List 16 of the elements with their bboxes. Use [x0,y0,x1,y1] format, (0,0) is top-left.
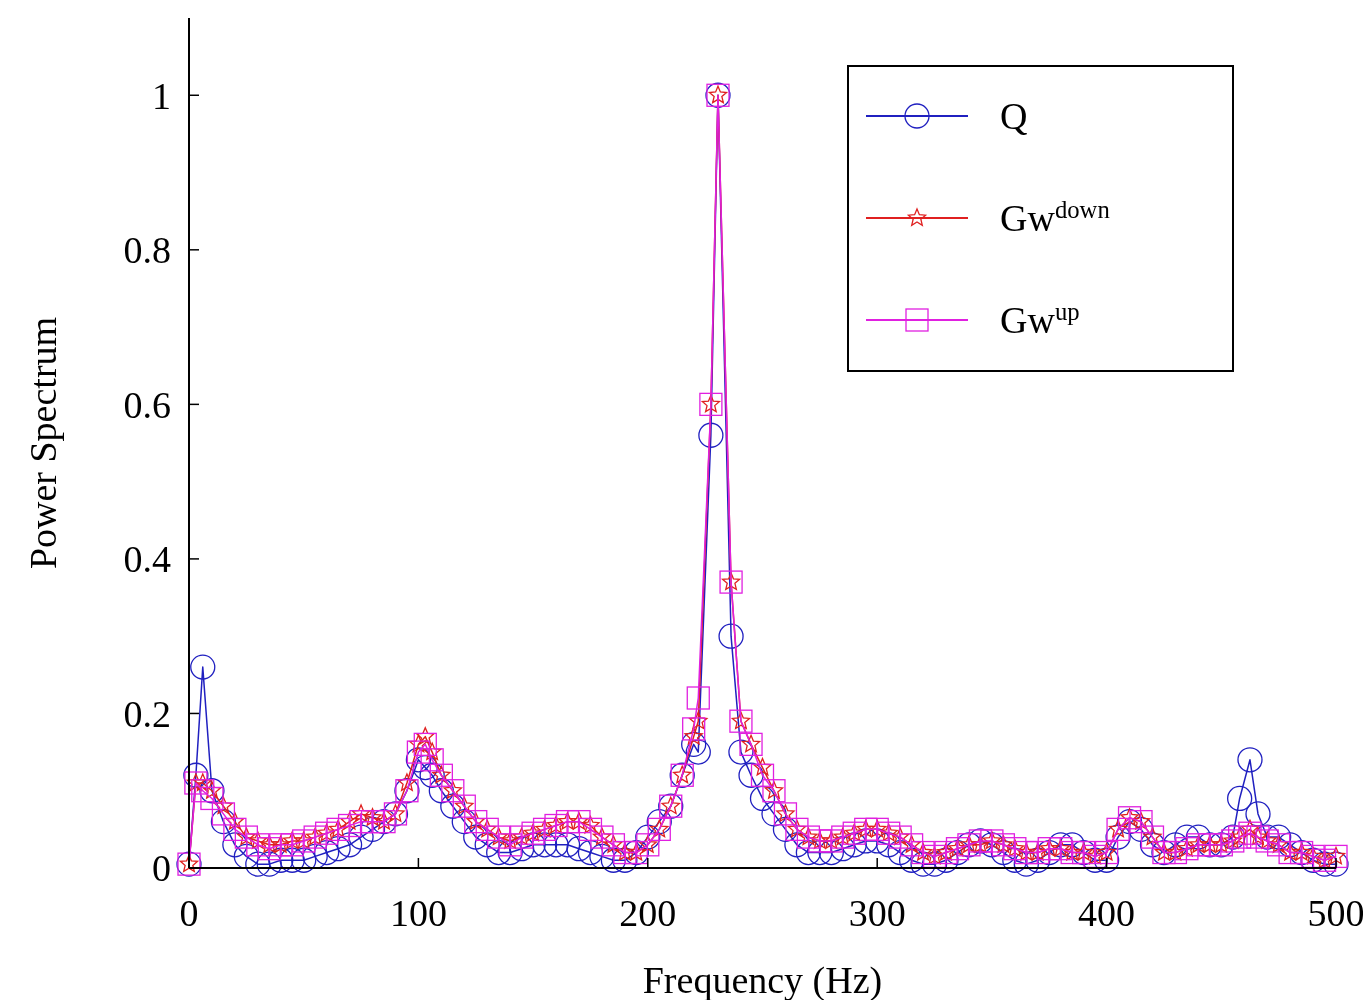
x-tick-label: 100 [389,892,447,934]
y-tick-label: 1 [152,74,171,117]
x-tick-label: 500 [1307,892,1363,934]
x-tick-label: 400 [1078,892,1136,934]
legend-label: Q [1000,95,1028,138]
y-tick-label: 0 [152,847,171,890]
y-axis-title: Power Spectrum [22,316,64,570]
x-tick-label: 0 [179,892,199,934]
x-tick-label: 300 [848,892,906,934]
legend-label: Gw$^{down}$ [1000,195,1110,240]
legend-label: Gw$^{up}$ [1000,297,1080,342]
y-tick-label: 0.6 [123,383,171,426]
y-tick-label: 0.2 [123,692,171,735]
y-tick-label: 0.4 [123,538,171,581]
y-tick-label: 0.8 [123,229,171,272]
x-tick-label: 200 [619,892,677,934]
